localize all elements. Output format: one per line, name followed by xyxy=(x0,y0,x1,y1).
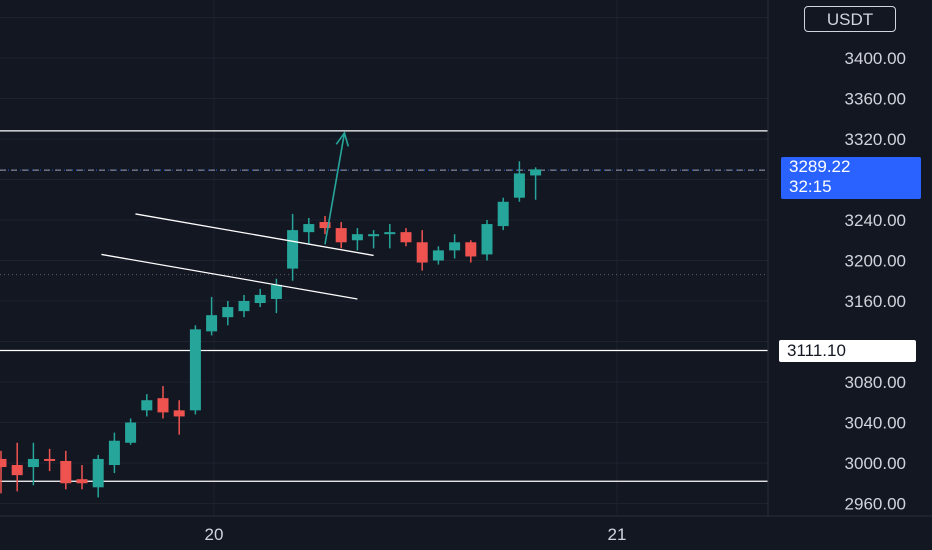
candle xyxy=(108,432,120,474)
candle-body xyxy=(108,440,120,466)
candle-body xyxy=(400,232,412,243)
candle xyxy=(125,418,137,445)
candle-body xyxy=(125,422,137,443)
horizontal-levels xyxy=(0,130,768,482)
candle-body xyxy=(481,224,493,255)
chart-grid xyxy=(0,0,768,516)
candle xyxy=(335,222,347,249)
candle xyxy=(497,197,509,231)
candle xyxy=(11,442,23,492)
candle xyxy=(206,296,218,336)
drawings xyxy=(101,131,374,300)
candle-body xyxy=(319,222,331,229)
bar-countdown: 32:15 xyxy=(789,177,832,196)
candle-body xyxy=(335,228,347,243)
candle-body xyxy=(384,232,396,235)
candle-body xyxy=(465,242,477,257)
candle xyxy=(76,465,88,490)
candle xyxy=(44,448,56,472)
price-axis-label: 3040.00 xyxy=(845,414,906,433)
candle-body xyxy=(27,458,39,468)
candle-body xyxy=(206,315,218,332)
candle-body xyxy=(60,460,72,484)
candle-body xyxy=(287,230,299,269)
price-axis-label: 3240.00 xyxy=(845,211,906,230)
candle xyxy=(0,450,7,494)
price-axis-label: 3080.00 xyxy=(845,373,906,392)
candle xyxy=(92,454,104,498)
candle-body xyxy=(189,329,201,411)
candle xyxy=(157,386,169,419)
candle-body xyxy=(157,398,169,413)
price-axis[interactable]: 3400.00 3360.00 3320.00 3240.00 3200.00 3160.… xyxy=(845,49,906,514)
candle-body xyxy=(238,301,250,312)
candle xyxy=(60,450,72,490)
candle-body xyxy=(173,410,185,417)
candle-body xyxy=(222,307,234,318)
price-axis-label: 3000.00 xyxy=(845,454,906,473)
candle-body xyxy=(497,201,509,227)
candle-body xyxy=(530,169,542,176)
price-axis-label: 3160.00 xyxy=(845,292,906,311)
candle xyxy=(287,213,299,281)
candle-body xyxy=(513,173,525,198)
candle xyxy=(481,220,493,261)
candle-body xyxy=(92,458,104,488)
channel-lower-line[interactable] xyxy=(101,253,358,300)
candle xyxy=(449,234,461,259)
candle-body xyxy=(254,294,266,304)
candle xyxy=(384,224,396,249)
candle-body xyxy=(44,458,56,461)
candle xyxy=(319,215,331,235)
price-axis-label: 3400.00 xyxy=(845,49,906,68)
price-axis-label: 3320.00 xyxy=(845,130,906,149)
candles xyxy=(0,161,542,498)
candle-body xyxy=(416,242,428,263)
last-price-tag: 3289.22 32:15 xyxy=(781,157,921,199)
candle-body xyxy=(270,284,282,299)
candle-body xyxy=(449,242,461,251)
candle xyxy=(141,394,153,417)
candle xyxy=(400,228,412,247)
candle xyxy=(173,400,185,435)
candle xyxy=(530,167,542,200)
projection-arrow-head xyxy=(335,131,350,147)
time-axis-label: 20 xyxy=(205,525,224,544)
candle xyxy=(189,325,201,415)
candle xyxy=(368,230,380,249)
candle xyxy=(416,230,428,271)
candle-body xyxy=(76,479,88,484)
candle xyxy=(465,240,477,263)
level-price-value: 3111.10 xyxy=(787,341,846,360)
candle xyxy=(351,228,363,251)
candle-body xyxy=(351,234,363,241)
price-axis-label: 3200.00 xyxy=(845,252,906,271)
candle-body xyxy=(368,234,380,237)
level-price-tag: 3111.10 xyxy=(779,340,916,362)
candle xyxy=(254,288,266,308)
channel-upper-line[interactable] xyxy=(135,213,374,257)
price-axis-label: 2960.00 xyxy=(845,495,906,514)
last-price-value: 3289.22 xyxy=(789,157,851,176)
time-axis[interactable]: 20 21 xyxy=(205,525,627,544)
candle xyxy=(27,442,39,486)
currency-label: USDT xyxy=(826,10,874,29)
candle-body xyxy=(11,465,23,476)
candle xyxy=(303,217,315,245)
candle xyxy=(222,301,234,326)
candle xyxy=(238,294,250,318)
candle xyxy=(432,246,444,265)
candle xyxy=(513,161,525,202)
price-axis-label: 3360.00 xyxy=(845,90,906,109)
time-axis-label: 21 xyxy=(608,525,627,544)
projection-arrow[interactable] xyxy=(324,132,346,245)
candle-body xyxy=(432,250,444,261)
candle-body xyxy=(0,458,7,468)
candle-body xyxy=(141,400,153,411)
currency-selector[interactable]: USDT xyxy=(804,6,896,32)
candle-body xyxy=(303,224,315,233)
